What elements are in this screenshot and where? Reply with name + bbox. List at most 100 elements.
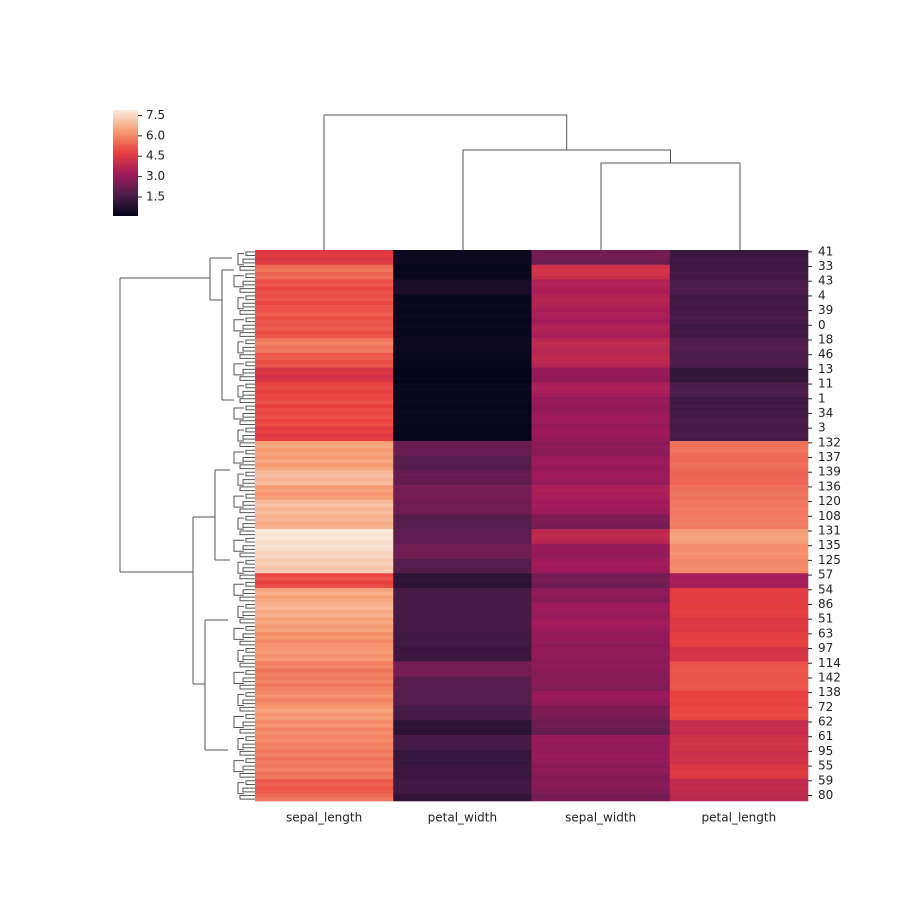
heatmap-cell — [255, 496, 394, 501]
heatmap-cell — [531, 492, 671, 497]
heatmap-cell — [531, 477, 671, 482]
row-label: 4 — [818, 288, 826, 302]
dendrogram-leaf — [245, 471, 255, 477]
heatmap-cell — [669, 297, 809, 302]
heatmap-cell — [669, 389, 809, 394]
heatmap-cell — [531, 775, 671, 780]
heatmap-cell — [393, 720, 532, 725]
colorbar-tick-label: 1.5 — [146, 189, 165, 203]
dendrogram-leaf — [239, 618, 255, 624]
heatmap-cell — [669, 352, 809, 357]
dendrogram-leaf — [242, 699, 255, 705]
dendrogram-leaf — [239, 420, 255, 425]
heatmap-cell — [255, 782, 394, 787]
column-label: sepal_width — [565, 811, 636, 825]
heatmap-cell — [669, 617, 809, 622]
heatmap-cell — [255, 507, 394, 512]
heatmap-cell — [393, 753, 532, 758]
row-label: 131 — [818, 524, 841, 538]
heatmap-cell — [531, 786, 671, 791]
heatmap-cell — [531, 275, 671, 280]
heatmap-cell — [393, 459, 532, 464]
heatmap-cell — [393, 621, 532, 625]
heatmap-cell — [531, 756, 671, 761]
heatmap-cell — [531, 305, 671, 310]
heatmap-cell — [669, 521, 809, 526]
heatmap-cell — [531, 609, 671, 614]
heatmap-cell — [393, 378, 532, 383]
heatmap-cell — [255, 760, 394, 765]
heatmap-cell — [531, 646, 671, 651]
colorbar-tick-label: 7.5 — [146, 108, 165, 122]
dendrogram-branch — [233, 716, 244, 729]
heatmap-cell — [393, 789, 532, 794]
heatmap-cell — [669, 712, 809, 717]
heatmap-cell — [393, 253, 532, 258]
dendrogram-branch — [237, 253, 244, 266]
dendrogram-leaf — [242, 368, 255, 374]
row-label: 62 — [818, 715, 833, 729]
dendrogram-branch — [237, 297, 244, 310]
heatmap-cell — [393, 283, 532, 288]
dendrogram-leaf — [245, 692, 255, 697]
heatmap-cell — [531, 294, 671, 299]
dendrogram-leaf — [245, 780, 255, 785]
heatmap-cell — [531, 580, 671, 585]
row-label: 61 — [818, 729, 833, 743]
heatmap-cell — [255, 639, 394, 644]
dendrogram-branch — [233, 363, 244, 376]
heatmap-cell — [393, 521, 532, 526]
heatmap-cell — [669, 363, 809, 368]
dendrogram-leaf — [245, 515, 255, 521]
heatmap-cell — [669, 628, 809, 633]
heatmap-cell — [393, 683, 532, 688]
dendrogram-leaf — [245, 648, 255, 653]
heatmap-cell — [669, 477, 809, 482]
heatmap-cell — [393, 701, 532, 706]
heatmap-cell — [255, 797, 394, 802]
heatmap-cell — [669, 374, 809, 379]
heatmap-cell — [255, 705, 394, 710]
row-label: 138 — [818, 685, 841, 699]
heatmap-cell — [255, 459, 394, 464]
heatmap-cell — [531, 393, 671, 398]
dendrogram-leaf — [245, 339, 255, 345]
dendrogram-leaf — [239, 574, 255, 580]
heatmap-cell — [393, 455, 532, 460]
heatmap-cell — [255, 470, 394, 475]
heatmap-cell — [531, 712, 671, 717]
heatmap-cell — [669, 286, 809, 291]
heatmap-cell — [669, 441, 809, 445]
heatmap-cell — [669, 749, 809, 754]
row-label: 54 — [818, 582, 833, 596]
heatmap-cell — [393, 731, 532, 736]
heatmap-cell — [255, 437, 394, 442]
heatmap-cell — [669, 272, 809, 277]
heatmap-cell — [669, 385, 809, 390]
heatmap-cell — [393, 793, 532, 798]
dendrogram-leaf — [239, 310, 255, 315]
heatmap-cell — [255, 672, 394, 677]
heatmap-cell — [531, 349, 671, 354]
heatmap-cell — [255, 676, 394, 681]
row-label: 72 — [818, 700, 833, 714]
dendrogram-leaf — [242, 545, 255, 550]
heatmap-cell — [531, 617, 671, 622]
heatmap-cell — [669, 488, 809, 493]
dendrogram-leaf — [242, 435, 255, 440]
heatmap-cell — [669, 654, 809, 659]
heatmap-cell — [531, 727, 671, 732]
heatmap-cell — [393, 448, 532, 453]
heatmap-cell — [669, 723, 809, 728]
heatmap-cell — [531, 602, 671, 607]
heatmap-cell — [531, 679, 671, 684]
heatmap-cell — [255, 716, 394, 721]
heatmap-cell — [255, 609, 394, 614]
dendrogram-branch — [233, 319, 244, 332]
heatmap-cell — [255, 393, 394, 398]
colorbar-tick-label: 4.5 — [146, 149, 165, 163]
heatmap-cell — [393, 767, 532, 772]
heatmap-cell — [531, 720, 671, 725]
heatmap-cell — [531, 613, 671, 618]
heatmap-cell — [531, 327, 671, 332]
